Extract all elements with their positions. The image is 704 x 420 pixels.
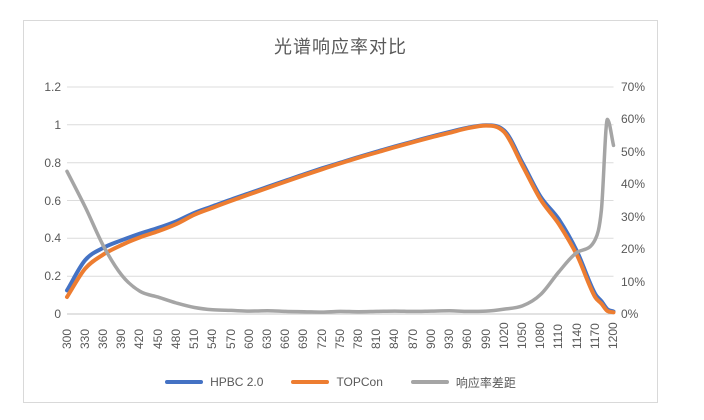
x-tick-label: 420 [132, 328, 147, 349]
x-tick-label: 900 [423, 328, 438, 349]
x-tick-label: 1140 [569, 323, 584, 349]
y-right-tick-label: 30% [621, 209, 646, 224]
x-tick-label: 330 [77, 328, 92, 349]
x-tick-label: 300 [59, 328, 74, 349]
y-right-tick-label: 0% [621, 307, 639, 321]
x-tick-label: 360 [95, 328, 110, 349]
legend-label-hpbc: HPBC 2.0 [210, 375, 264, 389]
x-tick-label: 720 [314, 328, 329, 349]
x-tick-label: 1020 [496, 322, 511, 349]
x-tick-label: 600 [241, 328, 256, 349]
y-left-tick-label: 0 [54, 307, 61, 321]
x-tick-label: 810 [369, 328, 384, 349]
x-tick-label: 540 [205, 328, 220, 349]
x-tick-label: 660 [278, 328, 293, 349]
x-tick-label: 450 [150, 328, 165, 349]
y-left-tick-label: 0.6 [44, 193, 61, 208]
x-tick-label: 750 [332, 328, 347, 349]
y-left-tick-label: 0.4 [44, 231, 61, 246]
y-left-tick-label: 1.2 [44, 80, 61, 94]
x-tick-label: 1050 [514, 322, 529, 349]
legend-label-gap: 响应率差距 [455, 375, 516, 390]
x-tick-label: 960 [460, 328, 475, 349]
series-line-1 [65, 123, 616, 315]
legend-item-gap: 响应率差距 [410, 374, 516, 391]
x-tick-label: 1200 [606, 322, 620, 349]
series-line-0 [65, 123, 616, 314]
y-right-tick-label: 20% [621, 242, 646, 257]
x-tick-label: 390 [114, 328, 129, 349]
gap-line-swatch-icon [410, 380, 449, 384]
y-right-tick-label: 50% [621, 144, 646, 159]
x-tick-label: 840 [387, 328, 402, 349]
y-right-tick-label: 10% [621, 274, 646, 289]
x-tick-label: 870 [405, 328, 420, 349]
legend-label-topcon: TOPCon [336, 375, 383, 389]
legend: HPBC 2.0 TOPCon 响应率差距 [23, 373, 658, 391]
x-tick-label: 510 [187, 328, 201, 349]
y-right-tick-label: 60% [621, 112, 646, 127]
x-tick-label: 570 [223, 328, 238, 349]
x-tick-label: 1170 [587, 323, 602, 349]
x-tick-label: 690 [296, 328, 311, 349]
x-tick-label: 630 [259, 328, 274, 349]
legend-item-hpbc: HPBC 2.0 [165, 375, 263, 389]
x-tick-label: 930 [442, 328, 457, 349]
y-left-tick-label: 0.8 [44, 155, 61, 170]
legend-item-topcon: TOPCon [291, 375, 383, 389]
x-tick-label: 1080 [533, 322, 548, 349]
y-right-tick-label: 70% [621, 80, 646, 94]
chart-title: 光谱响应率对比 [274, 37, 407, 57]
x-tick-label: 480 [168, 328, 183, 349]
hpbc-line-swatch-icon [165, 380, 204, 384]
topcon-line-swatch-icon [291, 380, 330, 384]
y-left-tick-label: 0.2 [44, 269, 61, 284]
x-tick-label: 990 [478, 328, 493, 349]
x-tick-label: 780 [351, 328, 365, 349]
x-tick-label: 1110 [551, 324, 566, 349]
y-right-tick-label: 40% [621, 177, 646, 192]
series-line-2 [65, 117, 616, 314]
y-left-tick-label: 1 [54, 117, 61, 132]
